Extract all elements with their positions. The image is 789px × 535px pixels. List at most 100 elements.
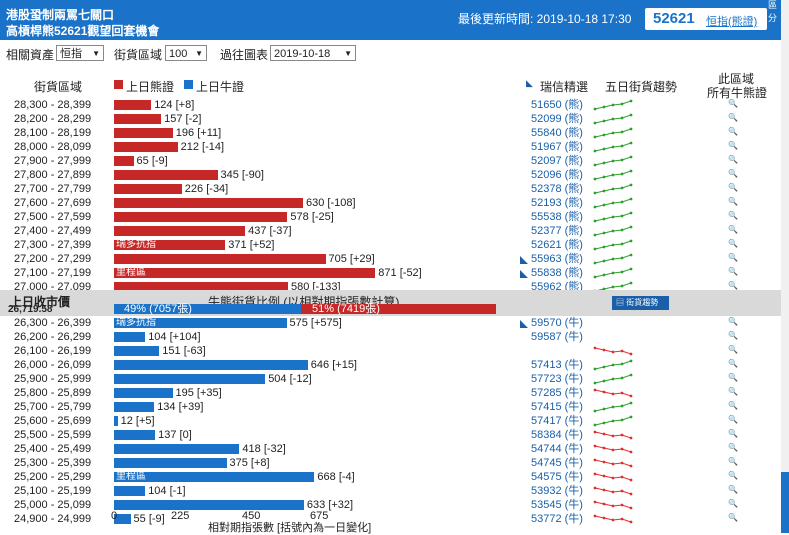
search-icon[interactable]: 🔍 [728,141,738,150]
warrant-type-link[interactable]: 恒指(熊證) [706,16,758,28]
bar-value: 705 [+29] [329,252,375,266]
search-icon[interactable]: 🔍 [728,359,738,368]
table-row: 28,200 - 28,299 157 [-2] 52099 (熊) 🔍 [0,112,781,126]
bear-bar [114,282,288,292]
search-icon[interactable]: 🔍 [728,155,738,164]
warrant-code-link[interactable]: 57415 (牛) [531,401,583,413]
warrant-code-link[interactable]: 52193 (熊) [531,197,583,209]
warrant-code-link[interactable]: 55538 (熊) [531,211,583,223]
search-icon[interactable]: 🔍 [728,127,738,136]
bar-value: 375 [+8] [230,456,270,470]
bar-value-number: 151 [162,345,181,357]
warrant-code-link[interactable]: 57413 (牛) [531,359,583,371]
bar-value: 157 [-2] [164,112,201,126]
warrant-code-link[interactable]: 52099 (熊) [531,113,583,125]
warrant-code-link[interactable]: 59587 (牛) [531,331,583,343]
search-icon[interactable]: 🔍 [728,331,738,340]
bar-value-change: [-34] [206,183,229,195]
zone-overlay-label: 瑞多抗指 [116,239,156,250]
search-icon[interactable]: 🔍 [728,253,738,262]
warrant-code-link[interactable]: 57285 (牛) [531,387,583,399]
warrant-code-link[interactable]: 55963 (熊) [531,253,583,265]
bull-bar [114,430,156,440]
bar-value: 137 [0] [158,428,192,442]
warrant-code-link[interactable]: 52097 (熊) [531,155,583,167]
warrant-code-link[interactable]: 51650 (熊) [531,99,583,111]
warrant-code-link[interactable]: 58384 (牛) [531,429,583,441]
warrant-code-link[interactable]: 53545 (牛) [531,499,583,511]
trend-button[interactable]: ▤ 街貨趨勢 [612,296,669,310]
bar-value-change: [-108] [327,197,356,209]
side-tab[interactable] [781,472,789,533]
search-icon[interactable]: 🔍 [728,99,738,108]
header-title-line2[interactable]: 高槓桿熊52621觀望回套機會 [6,24,160,38]
warrant-code-link[interactable]: 51967 (熊) [531,141,583,153]
bear-bar [114,212,288,222]
search-icon[interactable]: 🔍 [728,225,738,234]
header-corner-text: 區分 [768,0,778,23]
warrant-code-link[interactable]: 52378 (熊) [531,183,583,195]
warrant-code-link[interactable]: 55838 (熊) [531,267,583,279]
range-label: 街貨區域 [114,48,163,62]
warrant-code[interactable]: 52621 [653,10,695,27]
search-icon[interactable]: 🔍 [728,457,738,466]
warrant-code-link[interactable]: 53932 (牛) [531,485,583,497]
search-icon[interactable]: 🔍 [728,471,738,480]
search-icon[interactable]: 🔍 [728,169,738,178]
axis-tick: 225 [171,510,190,522]
bar-value-number: 212 [180,141,199,153]
search-icon[interactable]: 🔍 [728,415,738,424]
warrant-code-link[interactable]: 57723 (牛) [531,373,583,385]
range-select[interactable]: 100 ▼ [165,45,207,61]
warrant-code-link[interactable]: 57417 (牛) [531,415,583,427]
table-row: 26,300 - 26,399 瑞多抗指 575 [+575] 59570 (牛) 🔍 [0,316,781,330]
bull-bar [114,444,240,454]
search-icon[interactable]: 🔍 [728,429,738,438]
bull-bar [114,416,118,426]
search-icon[interactable]: 🔍 [728,513,738,522]
search-icon[interactable]: 🔍 [728,239,738,248]
asset-select[interactable]: 恒指 ▼ [56,45,104,61]
bar-value-number: 195 [175,387,194,399]
trend-column-header: 五日街貨趨勢 [605,80,678,94]
page-scrollbar[interactable] [781,0,789,533]
search-icon[interactable]: 🔍 [728,443,738,452]
warrant-code-link[interactable]: 52377 (熊) [531,225,583,237]
prev-close-value: 26,719.58 [8,304,53,315]
search-icon[interactable]: 🔍 [728,211,738,220]
search-icon[interactable]: 🔍 [728,499,738,508]
table-row: 27,200 - 27,299 705 [+29] 55963 (熊) 🔍 [0,252,781,266]
bar-value-change: [+5] [135,415,155,427]
zone-range: 26,300 - 26,399 [14,317,92,329]
warrant-code-link[interactable]: 55840 (熊) [531,127,583,139]
warrant-code-link[interactable]: 52096 (熊) [531,169,583,181]
search-icon[interactable]: 🔍 [728,485,738,494]
warrant-code-link[interactable]: 53772 (牛) [531,513,583,525]
trend-sparkline [593,154,637,171]
search-icon[interactable]: 🔍 [728,197,738,206]
warrant-code-link[interactable]: 52621 (熊) [531,239,583,251]
search-icon[interactable]: 🔍 [728,317,738,326]
search-icon[interactable]: 🔍 [728,387,738,396]
warrant-code-link[interactable]: 54744 (牛) [531,443,583,455]
bear-legend-swatch [114,80,123,89]
search-icon[interactable]: 🔍 [728,401,738,410]
warrant-code-box[interactable]: 52621 恒指(熊證) [645,8,767,30]
search-icon[interactable]: 🔍 [728,267,738,276]
warrant-code-link[interactable]: 54745 (牛) [531,457,583,469]
bull-bar [114,486,146,496]
bar-value: 578 [-25] [290,210,333,224]
search-icon[interactable]: 🔍 [728,281,738,290]
search-icon[interactable]: 🔍 [728,183,738,192]
search-icon[interactable]: 🔍 [728,345,738,354]
warrant-code-link[interactable]: 54575 (牛) [531,471,583,483]
search-icon[interactable]: 🔍 [728,373,738,382]
chart-date-value: 2019-10-18 [274,48,331,60]
bar-value-number: 375 [229,457,248,469]
search-icon[interactable]: 🔍 [728,113,738,122]
header-title-line1[interactable]: 港股蛩制兩罵七關口 [6,8,115,22]
table-row: 27,600 - 27,699 630 [-108] 52193 (熊) 🔍 [0,196,781,210]
bar-value: 226 [-34] [185,182,228,196]
warrant-code-link[interactable]: 59570 (牛) [531,317,583,329]
chart-date-select[interactable]: 2019-10-18 ▼ [270,45,356,61]
